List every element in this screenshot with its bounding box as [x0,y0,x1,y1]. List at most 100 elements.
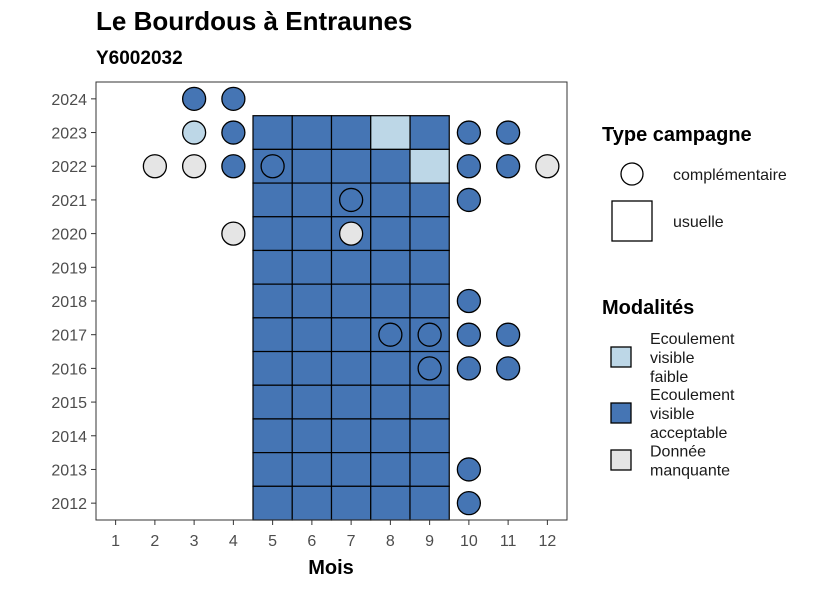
chart-subtitle: Y6002032 [96,48,183,69]
legend-label-1: Ecoulement [650,387,735,404]
tile-2013-8 [370,452,411,487]
x-tick-label: 12 [538,533,556,550]
tile-2014-9 [409,418,450,454]
tile-2017-6 [291,317,333,353]
point-2022-4 [221,154,246,179]
tile-2020-8 [370,216,411,252]
point-2017-11 [495,322,521,347]
point-2017-8 [378,322,403,347]
point-2016-11 [495,356,521,381]
point-2022-3 [181,154,207,179]
tile-2016-5 [252,350,293,386]
legend-label-0: Ecoulement [650,331,735,348]
x-tick-label: 9 [425,533,434,550]
point-2017-10 [456,322,482,347]
legend-label-0: visible [650,350,695,367]
point-2012-10 [456,491,482,516]
x-tick-label: 4 [229,533,238,550]
y-tick-label: 2023 [51,126,87,143]
tile-2019-8 [370,249,411,285]
y-tick-label: 2014 [51,429,87,446]
y-tick-label: 2021 [51,193,87,210]
y-tick-label: 2019 [51,260,87,277]
point-2016-9 [417,356,442,381]
tile-2015-6 [291,384,333,420]
x-tick-label: 8 [386,533,395,550]
x-tick-label: 10 [460,533,478,550]
y-tick-label: 2020 [51,227,87,244]
tile-2019-6 [291,249,333,285]
tile-2012-8 [370,485,411,521]
point-2023-11 [495,120,521,145]
tile-2014-6 [291,418,333,454]
legend-type-campagne: Type campagne complémentaire usuelle [602,124,787,242]
tile-2015-5 [252,384,293,420]
points-layer [142,86,560,516]
point-2017-9 [417,322,442,347]
point-2020-7 [338,221,364,246]
point-2018-10 [456,288,482,314]
tile-2013-5 [252,452,293,487]
point-2021-10 [456,187,482,213]
x-tick-label: 6 [307,533,316,550]
tile-2020-9 [409,216,450,252]
plot-panel [95,81,568,521]
tile-2017-5 [252,317,293,353]
x-tick-label: 1 [111,533,120,550]
point-2023-10 [456,120,482,145]
legend-modalites: Modalités EcoulementvisiblefaibleEcoulem… [602,297,735,480]
tile-2023-7 [330,115,372,150]
tile-2021-6 [291,182,333,218]
x-axis-title: Mois [308,557,354,579]
point-2021-7 [338,187,364,213]
tile-2015-8 [370,384,411,420]
point-2022-11 [495,154,521,179]
y-tick-label: 2024 [51,92,87,109]
legend-label-2: manquante [650,463,730,480]
tile-2018-5 [252,283,293,319]
tile-2021-5 [252,182,293,218]
x-tick-label: 2 [150,533,159,550]
tile-2020-5 [252,216,293,252]
point-2022-5 [260,154,285,179]
tile-2015-9 [409,384,450,420]
legend-type-label-usuelle: usuelle [673,214,724,231]
legend-key-0 [610,346,632,368]
legend-square-key [611,200,653,242]
tile-2018-6 [291,283,333,319]
tile-2016-8 [370,350,411,386]
y-tick-label: 2012 [51,496,87,513]
tile-2022-7 [330,148,372,184]
tile-2016-7 [330,350,372,386]
tile-2013-9 [409,452,450,487]
tile-2023-8 [370,115,411,150]
point-2013-10 [456,457,482,482]
legend-label-1: visible [650,406,695,423]
y-tick-label: 2022 [51,159,87,176]
point-2022-10 [456,154,482,179]
y-tick-label: 2015 [51,395,87,412]
point-2023-3 [181,120,207,145]
legend-type-label-complementaire: complémentaire [673,167,787,184]
x-tick-label: 3 [190,533,199,550]
point-2020-4 [221,221,246,246]
tile-2022-9 [409,148,450,184]
point-2024-3 [181,86,207,111]
legend-label-2: Donnée [650,444,706,461]
point-2023-4 [221,120,246,145]
legend-key-2 [610,449,632,471]
tile-2012-6 [291,485,333,521]
tile-2019-5 [252,249,293,285]
point-2022-12 [535,154,560,179]
tile-2021-9 [409,182,450,218]
legend-key-1 [610,402,632,424]
x-tick-label: 5 [268,533,277,550]
tile-2012-7 [330,485,372,521]
y-tick-label: 2016 [51,361,87,378]
tile-2013-6 [291,452,333,487]
tile-2022-8 [370,148,411,184]
tile-2023-6 [291,115,333,150]
tile-2016-6 [291,350,333,386]
x-tick-label: 7 [347,533,356,550]
